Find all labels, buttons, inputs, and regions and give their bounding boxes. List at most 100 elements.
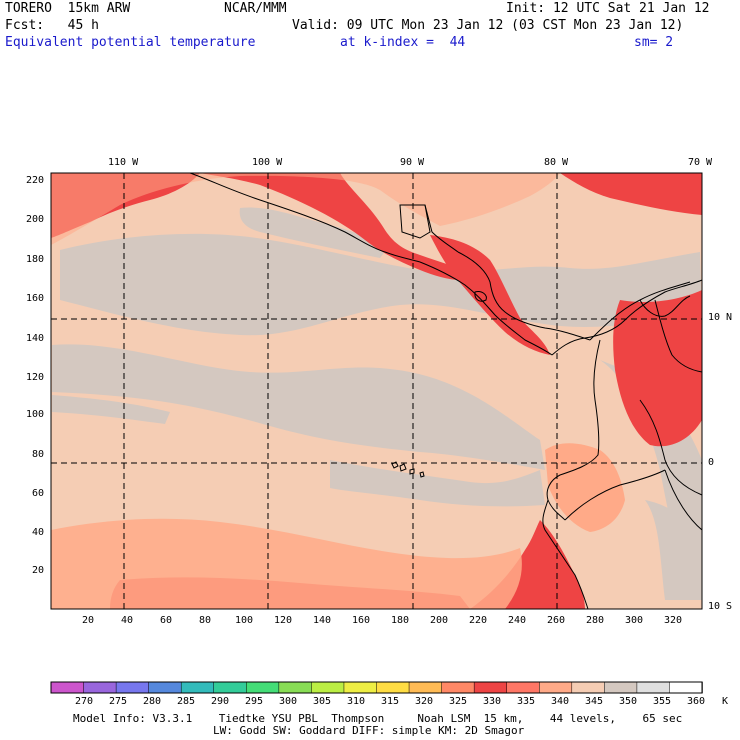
caribbean-coast [589, 281, 691, 341]
colorbar-label: 320 [415, 696, 434, 707]
lon-label-90w: 90 W [400, 157, 425, 168]
red-central-america [430, 235, 550, 355]
lat-lon-grid [51, 173, 702, 609]
grid-x-label: 160 [352, 615, 371, 626]
grid-x-label: 60 [160, 615, 173, 626]
grid-x-label: 220 [469, 615, 488, 626]
colorbar-swatch [441, 681, 475, 694]
grid-x-label: 180 [391, 615, 410, 626]
brazil-border [639, 399, 703, 531]
colorbar-label: 355 [653, 696, 672, 707]
colorbar-unit: K [722, 696, 729, 707]
colorbar-label: 295 [245, 696, 264, 707]
gray-land-far-east [645, 500, 702, 600]
lat-label-10s: 10 S [708, 601, 733, 612]
red-northeast [560, 173, 702, 215]
mexico-coast [189, 172, 421, 263]
colorbar-label: 315 [381, 696, 400, 707]
colorbar-swatch [669, 681, 703, 694]
salmon-north [51, 173, 560, 245]
colorbar-label: 340 [551, 696, 570, 707]
colorbar-label: 300 [279, 696, 298, 707]
grid-x-label: 260 [547, 615, 566, 626]
peru-coast [542, 499, 589, 610]
colorbar-label: 290 [211, 696, 230, 707]
colorbar-frame [50, 681, 703, 694]
model-info-line1: Model Info: V3.3.1 Tiedtke YSU PBL Thomp… [73, 712, 683, 725]
colorbar-swatch [343, 681, 378, 694]
colorbar-swatch [539, 681, 573, 694]
colorbar-swatch [311, 681, 345, 694]
colorbar-label: 360 [687, 696, 706, 707]
galapagos-2 [399, 463, 407, 472]
gray-band-west [52, 395, 170, 424]
colorbar-swatch [376, 681, 410, 694]
colorbar-label: 270 [75, 696, 94, 707]
central-america-caribbean [457, 251, 591, 341]
red-mexico-coast [200, 173, 480, 281]
grid-y-label: 100 [26, 409, 45, 420]
colorbar-swatch [604, 681, 638, 694]
grid-y-label: 220 [26, 175, 45, 186]
gray-band-south [330, 460, 545, 507]
grid-x-label: 40 [121, 615, 134, 626]
galapagos-1 [391, 461, 399, 469]
grid-x-label: 100 [235, 615, 254, 626]
lon-label-110w: 110 W [108, 157, 139, 168]
grid-y-label: 20 [32, 565, 45, 576]
coastlines [189, 172, 703, 610]
salmon-ecuador [545, 443, 625, 532]
yucatan-border [399, 204, 431, 239]
map-frame [50, 172, 703, 610]
smoothing-info: sm= 2 [634, 35, 674, 50]
colorbar-swatch [408, 681, 443, 694]
red-colombia [613, 290, 702, 447]
colorbar-swatch [148, 681, 182, 694]
lon-label-80w: 80 W [544, 157, 569, 168]
model-info-line2: LW: Godd SW: Goddard DIFF: simple KM: 2D… [213, 724, 525, 737]
colorbar-swatch [571, 681, 606, 694]
salmon-south [51, 518, 522, 609]
colombia-ecuador-coast [546, 339, 601, 521]
grid-x-label: 120 [274, 615, 293, 626]
grid-x-label: 20 [82, 615, 95, 626]
colorbar-label: 330 [483, 696, 502, 707]
colorbar-swatch [83, 681, 117, 694]
valid-time: Valid: 09 UTC Mon 23 Jan 12 (03 CST Mon … [292, 18, 684, 33]
grid-x-label: 140 [313, 615, 332, 626]
grid-y-label: 80 [32, 449, 45, 460]
lake-nicaragua [474, 291, 487, 302]
colorbar-label: 325 [449, 696, 468, 707]
colorbar-swatch [506, 681, 541, 694]
guatemala-border [424, 204, 459, 253]
colorbar-label: 280 [143, 696, 162, 707]
gray-band-middle [52, 344, 545, 470]
grid-x-label: 80 [199, 615, 212, 626]
colorbar-swatch [473, 681, 508, 694]
panama-colombia [551, 279, 703, 356]
colorbar-swatch [246, 681, 280, 694]
level-info: at k-index = 44 [340, 35, 466, 50]
colorbar-swatch [180, 681, 215, 694]
colorbar-swatch [50, 681, 85, 694]
colorbar-swatch [213, 681, 248, 694]
colorbar-label: 305 [313, 696, 332, 707]
grid-x-label: 240 [508, 615, 527, 626]
grid-y-label: 40 [32, 527, 45, 538]
galapagos-3 [409, 468, 415, 475]
colorbar-swatch [278, 681, 313, 694]
lat-label-10n: 10 N [708, 312, 733, 323]
grid-x-label: 300 [625, 615, 644, 626]
colorbar [50, 681, 703, 694]
grid-y-label: 120 [26, 372, 45, 383]
colorbar-label: 345 [585, 696, 604, 707]
organization: NCAR/MMM [224, 1, 287, 16]
lon-label-70w: 70 W [688, 157, 713, 168]
grid-y-label: 60 [32, 488, 45, 499]
forecast-hour: Fcst: 45 h [5, 18, 99, 33]
grid-x-label: 280 [586, 615, 605, 626]
grid-x-label: 200 [430, 615, 449, 626]
grid-x-label: 320 [664, 615, 683, 626]
lat-label-0: 0 [708, 457, 715, 468]
